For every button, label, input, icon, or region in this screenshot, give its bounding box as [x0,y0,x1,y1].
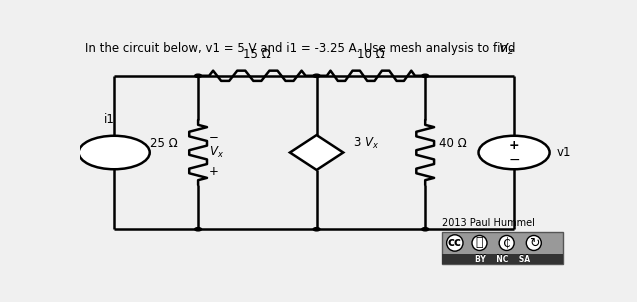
Text: +: + [509,139,519,152]
Circle shape [422,228,429,231]
Text: 40 Ω: 40 Ω [439,137,467,150]
Circle shape [478,136,550,169]
Text: v1: v1 [557,146,571,159]
Text: −: − [209,131,219,144]
Text: 10 Ω: 10 Ω [357,48,385,61]
Circle shape [422,74,429,77]
Text: 25 Ω: 25 Ω [150,137,177,150]
Text: $V_x$: $V_x$ [209,145,224,160]
Text: In the circuit below, v1 = 5 V and i1 = -3.25 A. Use mesh analysis to find: In the circuit below, v1 = 5 V and i1 = … [85,42,519,55]
Circle shape [78,136,150,169]
Circle shape [195,228,201,231]
Text: ₵: ₵ [503,236,511,249]
Circle shape [313,228,320,231]
Polygon shape [290,135,343,170]
Text: +: + [209,165,219,178]
Circle shape [313,74,320,77]
Text: cc: cc [448,236,462,249]
Text: 3 $V_x$: 3 $V_x$ [353,136,379,151]
Text: i1: i1 [104,114,115,127]
Text: 15 Ω: 15 Ω [243,48,271,61]
Text: BY    NC    SA: BY NC SA [475,254,531,263]
Text: 2013 Paul Hummel: 2013 Paul Hummel [443,218,535,228]
Text: ↻: ↻ [529,236,539,249]
Text: Ⓘ: Ⓘ [476,236,483,249]
Text: −: − [508,153,520,166]
Text: $V_z$: $V_z$ [498,42,514,57]
Circle shape [195,74,201,77]
Bar [443,254,564,264]
Bar [443,232,564,264]
Text: BY    NC    SA: BY NC SA [475,255,531,264]
